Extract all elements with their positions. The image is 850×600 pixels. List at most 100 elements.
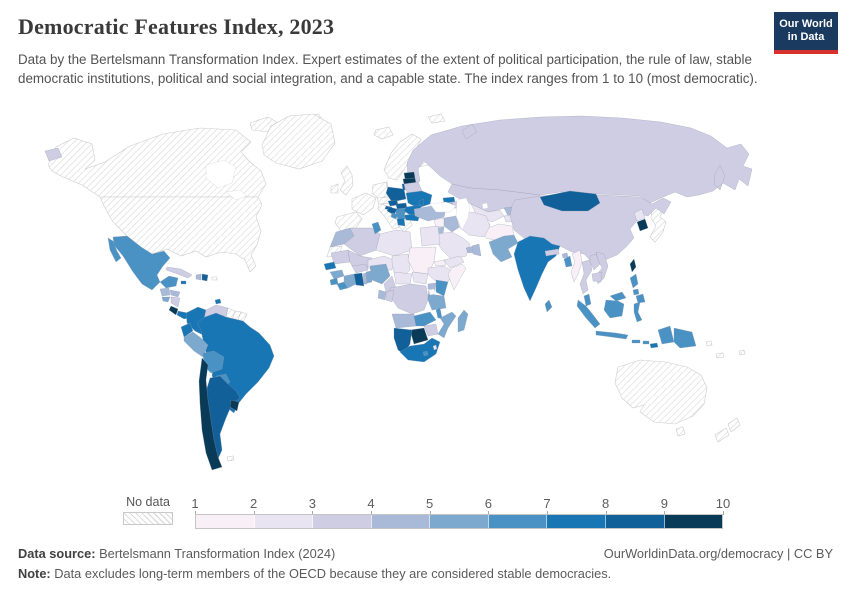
country-togo[interactable] — [362, 272, 368, 285]
country-solomon-islands[interactable] — [705, 340, 713, 347]
country-cambodia[interactable] — [591, 271, 603, 283]
country-burkina-faso[interactable] — [351, 263, 369, 274]
country-thailand[interactable] — [579, 259, 593, 295]
country-chile[interactable] — [198, 357, 223, 471]
country-albania[interactable] — [396, 217, 406, 227]
country-gabon[interactable] — [377, 289, 387, 301]
country-guinea[interactable] — [329, 269, 345, 280]
country-madagascar[interactable] — [457, 309, 469, 333]
country-yemen[interactable] — [443, 255, 465, 269]
country-pakistan[interactable] — [488, 234, 519, 263]
country-new-caledonia[interactable] — [715, 352, 725, 359]
country-nigeria[interactable] — [369, 263, 391, 285]
owid-logo[interactable]: Our World in Data — [774, 12, 838, 50]
legend-color-segment[interactable] — [430, 515, 489, 528]
country-myanmar[interactable] — [570, 249, 583, 283]
country-timor-leste[interactable] — [649, 342, 659, 349]
country-greenland[interactable] — [261, 113, 336, 170]
country-indonesia[interactable] — [576, 299, 675, 345]
legend-color-segment[interactable] — [371, 515, 431, 528]
country-honduras[interactable] — [169, 289, 181, 298]
country-car[interactable] — [393, 271, 413, 285]
country-tunisia[interactable] — [371, 221, 382, 235]
country-new-zealand[interactable] — [714, 417, 741, 443]
country-eswatini[interactable] — [432, 344, 438, 351]
country-germany[interactable] — [371, 181, 390, 200]
country-iraq[interactable] — [443, 215, 462, 233]
country-mexico[interactable] — [107, 235, 179, 291]
country-senegal[interactable] — [323, 261, 337, 271]
legend-color-segment[interactable] — [605, 515, 665, 528]
country-egypt[interactable] — [419, 225, 441, 247]
country-botswana[interactable] — [409, 327, 429, 345]
country-uruguay[interactable] — [229, 399, 240, 412]
legend-color-bar[interactable] — [195, 514, 723, 529]
country-australia[interactable] — [614, 359, 708, 437]
country-dominican-republic[interactable] — [201, 273, 209, 282]
country-guatemala[interactable] — [159, 287, 171, 297]
country-mozambique[interactable] — [437, 311, 457, 339]
country-zambia[interactable] — [413, 311, 437, 327]
country-tanzania[interactable] — [427, 293, 447, 311]
country-congo[interactable] — [385, 289, 395, 303]
country-ghana[interactable] — [353, 272, 365, 287]
country-cote-divoire[interactable] — [343, 273, 357, 289]
country-svalbard[interactable] — [427, 113, 446, 124]
country-eritrea[interactable] — [433, 259, 447, 267]
country-zimbabwe[interactable] — [423, 323, 439, 337]
country-papua-new-guinea[interactable] — [673, 327, 697, 349]
country-angola[interactable] — [391, 313, 417, 329]
country-nepal[interactable] — [544, 248, 560, 257]
legend-color-segment[interactable] — [488, 515, 548, 528]
country-poland[interactable] — [385, 186, 407, 203]
legend-colorbar[interactable]: 1 2 3 4 5 6 7 8 9 10 — [191, 495, 730, 529]
country-south-africa[interactable] — [399, 337, 441, 363]
country-sri-lanka[interactable] — [544, 299, 553, 313]
country-ireland[interactable] — [330, 183, 339, 194]
country-falkland-islands[interactable] — [226, 455, 235, 462]
country-trinidad-and-tobago[interactable] — [214, 298, 222, 305]
legend-color-segment[interactable] — [547, 515, 606, 528]
country-moldova[interactable] — [418, 198, 425, 207]
country-north-korea[interactable] — [633, 208, 646, 222]
country-el-salvador[interactable] — [161, 296, 171, 303]
country-peru[interactable] — [183, 331, 209, 358]
country-jamaica[interactable] — [180, 280, 187, 285]
country-mongolia[interactable] — [539, 190, 601, 212]
country-united-states[interactable] — [99, 196, 263, 273]
country-somalia[interactable] — [447, 263, 467, 291]
country-fiji[interactable] — [738, 349, 746, 356]
country-oman[interactable] — [471, 243, 482, 257]
country-united-kingdom[interactable] — [339, 165, 354, 196]
country-cuba[interactable] — [165, 266, 193, 279]
country-bosnia[interactable] — [390, 212, 399, 220]
country-kenya[interactable] — [435, 279, 449, 297]
world-choropleth-map[interactable] — [0, 105, 850, 495]
country-saudi-arabia[interactable] — [435, 231, 471, 261]
country-costa-rica[interactable] — [168, 305, 179, 316]
country-russia[interactable] — [44, 115, 753, 204]
country-iceland[interactable] — [373, 126, 394, 140]
country-bangladesh[interactable] — [563, 255, 573, 268]
country-india[interactable] — [513, 235, 561, 302]
no-data-swatch[interactable] — [123, 512, 173, 525]
world-map-svg[interactable] — [0, 105, 850, 495]
country-benin[interactable] — [365, 270, 373, 284]
country-malawi[interactable] — [435, 307, 443, 319]
country-dr-congo[interactable] — [389, 283, 429, 315]
legend-color-segment[interactable] — [313, 515, 372, 528]
country-haiti[interactable] — [195, 273, 202, 281]
country-south-sudan[interactable] — [411, 271, 429, 285]
country-lesotho[interactable] — [422, 350, 429, 357]
country-malaysia[interactable] — [583, 291, 627, 307]
legend-color-segment[interactable] — [664, 515, 723, 528]
legend-color-segment[interactable] — [196, 515, 255, 528]
legend-color-segment[interactable] — [254, 515, 314, 528]
country-nicaragua[interactable] — [170, 296, 181, 308]
country-puerto-rico[interactable] — [211, 276, 218, 281]
country-libya[interactable] — [375, 229, 413, 257]
country-france[interactable] — [351, 192, 377, 216]
country-ecuador[interactable] — [180, 322, 194, 338]
country-uganda[interactable] — [427, 282, 437, 291]
country-taiwan[interactable] — [629, 258, 637, 273]
